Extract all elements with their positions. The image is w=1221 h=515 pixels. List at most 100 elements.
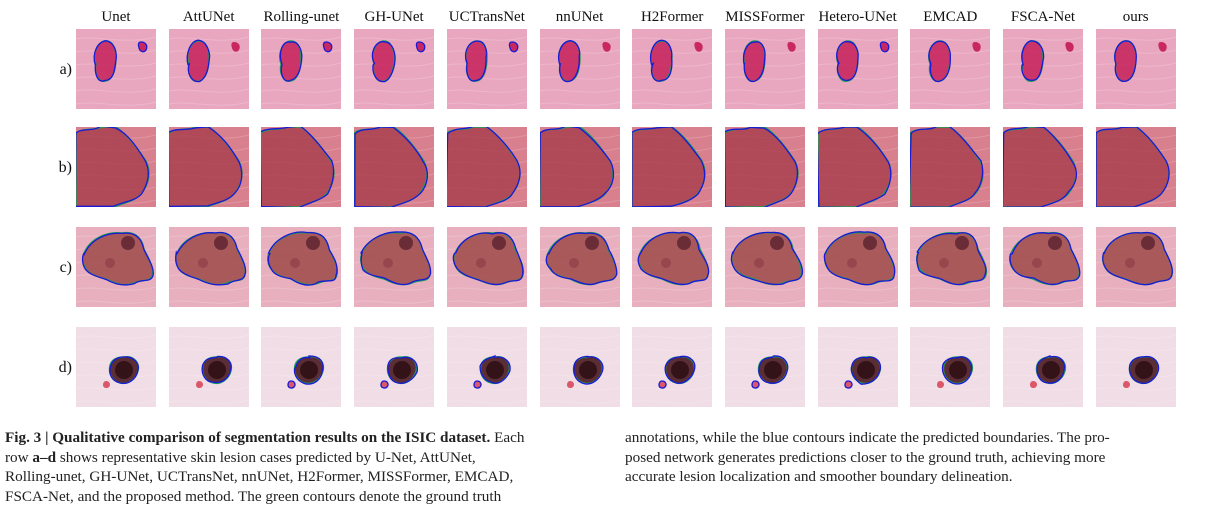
lesion-image-tile: [817, 127, 898, 207]
predicted-contour-extra: [843, 380, 853, 389]
lesion-image-tile: [1003, 127, 1083, 207]
lesion-image: [446, 227, 527, 307]
lesion-image-tile: [76, 29, 156, 109]
caption-text: shows representative skin lesion cases p…: [56, 448, 476, 466]
predicted-contour: [294, 355, 324, 385]
lesion-image: [76, 29, 156, 109]
row-label: b): [58, 159, 72, 176]
lesion-image: [261, 127, 342, 207]
caption-rows-ref: a–d: [32, 448, 57, 466]
column-label: nnUNet: [555, 9, 604, 25]
lesion-image-tile: [817, 227, 898, 307]
predicted-contour: [910, 127, 984, 207]
lesion-image-tile: [539, 227, 620, 307]
predicted-contour: [387, 356, 419, 384]
row-label: d): [58, 359, 72, 376]
lesion-image: [539, 29, 620, 109]
predicted-contour: [632, 127, 706, 207]
predicted-contour: [916, 232, 987, 286]
predicted-contour: [572, 355, 604, 385]
lesion-image: [1095, 327, 1176, 407]
column-label: H2Former: [640, 9, 704, 25]
predicted-contour: [730, 231, 803, 286]
predicted-contour: [1003, 127, 1078, 207]
lesion-image-tile: [261, 227, 342, 307]
caption-line-4: FSCA-Net, and the proposed method. The g…: [5, 487, 502, 505]
lesion-image: [168, 29, 249, 109]
lesion-image: [354, 29, 435, 109]
lesion-image: [1003, 29, 1083, 109]
lesion-image-tile: [539, 327, 620, 407]
lesion-image-tile: [76, 127, 156, 207]
lesion-image-tile: [632, 127, 713, 207]
lesion-image: [724, 127, 805, 207]
predicted-contour-extra: [751, 380, 760, 389]
lesion-image: [817, 327, 898, 407]
lesion-image: [261, 227, 342, 307]
lesion-image: [817, 127, 898, 207]
row-label: c): [59, 259, 72, 276]
lesion-image-tile: [632, 227, 713, 307]
lesion-image: [261, 29, 342, 109]
lesion-image-tile: [446, 127, 527, 207]
caption-line-3: Rolling-unet, GH-UNet, UCTransNet, nnUNe…: [5, 468, 514, 486]
predicted-contour: [81, 232, 154, 286]
predicted-contour: [1101, 231, 1173, 286]
predicted-contour: [446, 127, 521, 207]
predicted-contour: [1036, 355, 1066, 384]
predicted-contour: [817, 127, 892, 207]
caption-line-7: accurate lesion localization and smoothe…: [625, 468, 1013, 486]
lesion-image-tile: [632, 29, 713, 109]
predicted-contour: [823, 231, 895, 286]
lesion-image-tile: [910, 29, 991, 109]
lesion-image: [76, 327, 156, 407]
lesion-image: [76, 227, 156, 307]
lesion-image-tile: [261, 327, 342, 407]
lesion-image: [724, 29, 805, 109]
predicted-contour: [850, 356, 881, 385]
predicted-contour: [174, 231, 246, 286]
lesion-image-tile: [724, 29, 805, 109]
lesion-image-tile: [261, 127, 342, 207]
predicted-contour: [1009, 232, 1081, 286]
predicted-contour: [268, 231, 339, 286]
predicted-contour-extra: [380, 380, 389, 389]
lesion-image: [539, 127, 620, 207]
lesion-image-tile: [817, 327, 898, 407]
lesion-image-tile: [168, 127, 249, 207]
lesion-image-tile: [1095, 127, 1176, 207]
lesion-image: [446, 29, 527, 109]
predicted-contour-extra: [415, 41, 426, 53]
predicted-contour: [76, 127, 149, 207]
predicted-contour: [742, 41, 766, 83]
lesion-image: [354, 327, 435, 407]
figure-grid: Unet AttUNet Rolling-unet GH-UNet UCTransNet…: [58, 9, 1176, 407]
lesion-image-tile: [1095, 227, 1176, 307]
lesion-image: [817, 29, 898, 109]
lesion-image: [76, 127, 156, 207]
column-label: ours: [1122, 9, 1149, 25]
lesion-image: [1003, 227, 1083, 307]
lesion-image-tile: [539, 127, 620, 207]
lesion-image-tile: [76, 327, 156, 407]
predicted-contour-extra: [508, 41, 519, 53]
predicted-contour: [928, 40, 952, 83]
predicted-contour: [1128, 355, 1159, 384]
lesion-image-tile: [817, 29, 898, 109]
lesion-image: [539, 227, 620, 307]
lesion-image: [168, 227, 249, 307]
lesion-image-tile: [910, 327, 991, 407]
lesion-image: [1095, 29, 1176, 109]
predicted-contour: [93, 40, 117, 82]
predicted-contour: [545, 232, 617, 286]
predicted-contour: [557, 40, 580, 83]
lesion-image-tile: [910, 127, 991, 207]
predicted-contour: [360, 231, 432, 286]
caption-line-6: posed network generates predictions clos…: [625, 448, 1106, 466]
lesion-image: [354, 127, 435, 207]
lesion-image-tile: [168, 227, 249, 307]
predicted-contour: [637, 231, 710, 286]
lesion-image-tile: [354, 327, 435, 407]
lesion-image: [910, 127, 991, 207]
caption-line-5: annotations, while the blue contours ind…: [625, 429, 1110, 446]
